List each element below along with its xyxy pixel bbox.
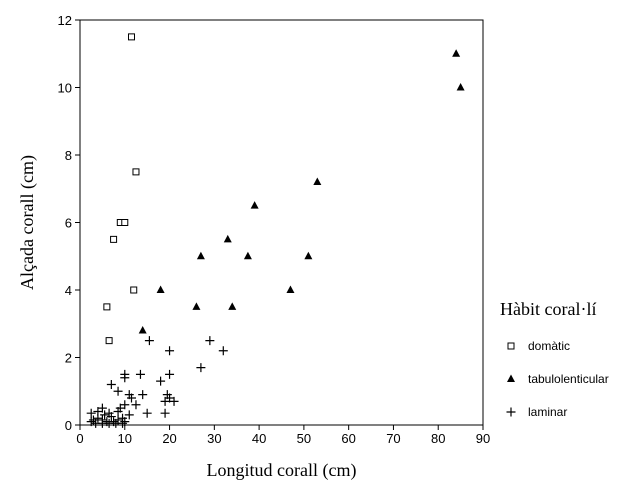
x-axis: 0 10 20 30 40 50 60 70 80 90 [76,425,490,446]
y-tick-label: 6 [65,216,72,231]
data-point [118,418,128,428]
data-point [205,336,215,346]
data-point [106,380,116,389]
data-point [124,410,134,420]
x-tick-label: 40 [252,431,266,446]
data-point [218,346,228,356]
data-point [106,412,116,422]
y-tick-label: 2 [65,351,72,366]
data-point [93,413,103,423]
data-point [121,219,129,226]
data-point [165,369,175,379]
y-tick-label: 4 [65,283,72,298]
legend-marker [507,342,515,350]
data-point [250,201,259,209]
plot-border [79,19,484,426]
y-tick-label: 12 [58,13,72,28]
plot-area [79,19,484,426]
data-point [135,369,145,379]
legend-label: domàtic [528,339,570,353]
x-tick-label: 80 [431,431,445,446]
x-tick-label: 70 [386,431,400,446]
y-tick-label: 8 [65,148,72,163]
legend-label: tabulolenticular [528,372,609,386]
data-point [100,410,110,420]
data-point [86,417,96,427]
data-point [138,390,148,400]
legend-label: laminar [528,405,567,419]
data-point [105,337,113,345]
data-point [243,251,252,260]
series-square-open [103,33,140,345]
data-point [313,177,322,185]
data-point [160,396,170,406]
data-point [452,49,461,57]
data-point [228,302,237,310]
y-tick-label: 0 [65,418,72,433]
data-point [192,302,201,310]
legend-marker [506,407,516,417]
series-triangle-filled [138,49,465,334]
legend-title: Hàbit coral·lí [500,299,596,319]
data-point [196,251,205,260]
data-point [156,376,166,386]
y-axis: 0 2 4 6 8 10 12 [58,13,80,433]
data-points [86,33,465,428]
data-point [169,396,179,406]
data-point [138,326,147,334]
data-point [142,408,152,418]
x-tick-label: 10 [118,431,132,446]
x-tick-label: 60 [341,431,355,446]
data-point [130,286,138,294]
legend: Hàbit coral·lí domàtic tabulolenticular la… [500,299,609,419]
data-point [286,285,295,293]
x-tick-label: 30 [207,431,221,446]
data-point [456,83,465,91]
series-plus [86,336,228,428]
x-tick-label: 90 [476,431,490,446]
data-point [127,33,135,41]
data-point [144,336,154,346]
data-point [304,251,313,260]
data-point [132,168,140,176]
data-point [113,407,123,416]
data-point [120,417,130,427]
x-tick-label: 20 [162,431,176,446]
data-point [109,417,119,427]
data-point [103,303,111,311]
data-point [160,408,170,418]
x-tick-label: 50 [297,431,311,446]
data-point [120,373,130,383]
x-tick-label: 0 [76,431,83,446]
data-point [126,393,136,403]
data-point [156,285,165,293]
data-point [165,346,175,356]
data-point [86,408,96,418]
data-point [113,386,123,396]
x-axis-title: Longitud corall (cm) [207,460,357,481]
legend-marker [507,374,515,382]
data-point [110,235,118,243]
y-axis-title: Alçada corall (cm) [17,155,38,290]
data-point [196,363,206,373]
data-point [223,234,232,243]
y-tick-label: 10 [58,81,72,96]
data-point [131,400,141,410]
